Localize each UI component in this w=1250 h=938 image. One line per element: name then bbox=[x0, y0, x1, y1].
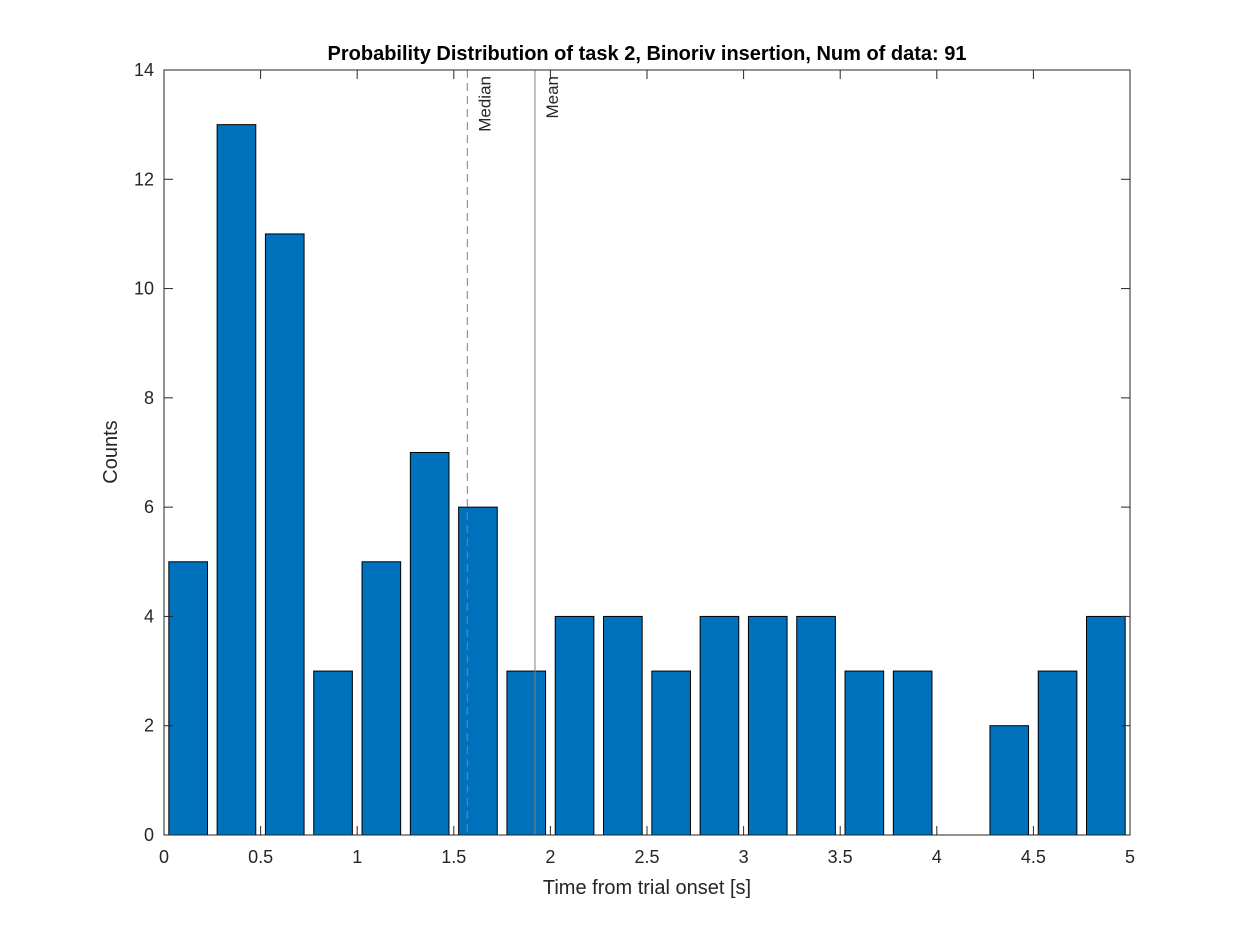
histogram-bar bbox=[603, 615, 643, 836]
histogram-bar bbox=[989, 725, 1030, 836]
plot-background bbox=[164, 70, 1130, 835]
x-tick-label: 0 bbox=[159, 847, 169, 867]
x-tick-label: 0.5 bbox=[248, 847, 273, 867]
x-tick-label: 1 bbox=[352, 847, 362, 867]
histogram-bar bbox=[796, 615, 836, 836]
x-tick-label: 4 bbox=[932, 847, 942, 867]
y-axis-title: Counts bbox=[100, 420, 122, 483]
y-tick-label: 6 bbox=[144, 497, 154, 517]
x-tick-label: 2 bbox=[545, 847, 555, 867]
x-tick-label: 4.5 bbox=[1021, 847, 1046, 867]
histogram-bar bbox=[844, 670, 885, 836]
reference-lines-layer: Median Mean bbox=[466, 70, 562, 835]
y-tick-label: 4 bbox=[144, 606, 154, 626]
histogram-bar bbox=[1086, 615, 1126, 836]
x-axis-title: Time from trial onset [s] bbox=[543, 877, 751, 899]
histogram-bar bbox=[313, 670, 353, 836]
histogram-bar bbox=[264, 233, 305, 836]
histogram-bar bbox=[699, 615, 740, 836]
histogram-bar bbox=[216, 124, 257, 836]
ticks-layer: 0 0.5 1 1.5 2 2.5 3 3.5 4 4.5 5 0 2 4 6 8 10 12 14 bbox=[134, 60, 1135, 867]
x-tick-label: 3 bbox=[739, 847, 749, 867]
y-tick-label: 10 bbox=[134, 279, 154, 299]
histogram-bar bbox=[458, 506, 498, 836]
chart-title: Probability Distribution of task 2, Bino… bbox=[328, 43, 967, 65]
x-tick-label: 2.5 bbox=[634, 847, 659, 867]
histogram-bar bbox=[1037, 670, 1078, 836]
bars-layer bbox=[168, 124, 1126, 836]
y-tick-label: 2 bbox=[144, 716, 154, 736]
histogram-bar bbox=[361, 561, 402, 836]
histogram-bar bbox=[747, 615, 788, 836]
histogram-bar bbox=[554, 615, 595, 836]
histogram-bar bbox=[506, 670, 547, 836]
x-tick-label: 1.5 bbox=[441, 847, 466, 867]
histogram-bar bbox=[168, 561, 208, 836]
mean-label: Mean bbox=[543, 76, 562, 119]
median-label: Median bbox=[475, 76, 494, 132]
y-tick-label: 12 bbox=[134, 169, 154, 189]
histogram-bar bbox=[409, 452, 450, 836]
x-tick-label: 3.5 bbox=[828, 847, 853, 867]
y-tick-label: 14 bbox=[134, 60, 154, 80]
histogram-bar bbox=[651, 670, 691, 836]
histogram-bar bbox=[892, 670, 933, 836]
x-tick-label: 5 bbox=[1125, 847, 1135, 867]
y-tick-label: 8 bbox=[144, 388, 154, 408]
y-tick-label: 0 bbox=[144, 825, 154, 845]
